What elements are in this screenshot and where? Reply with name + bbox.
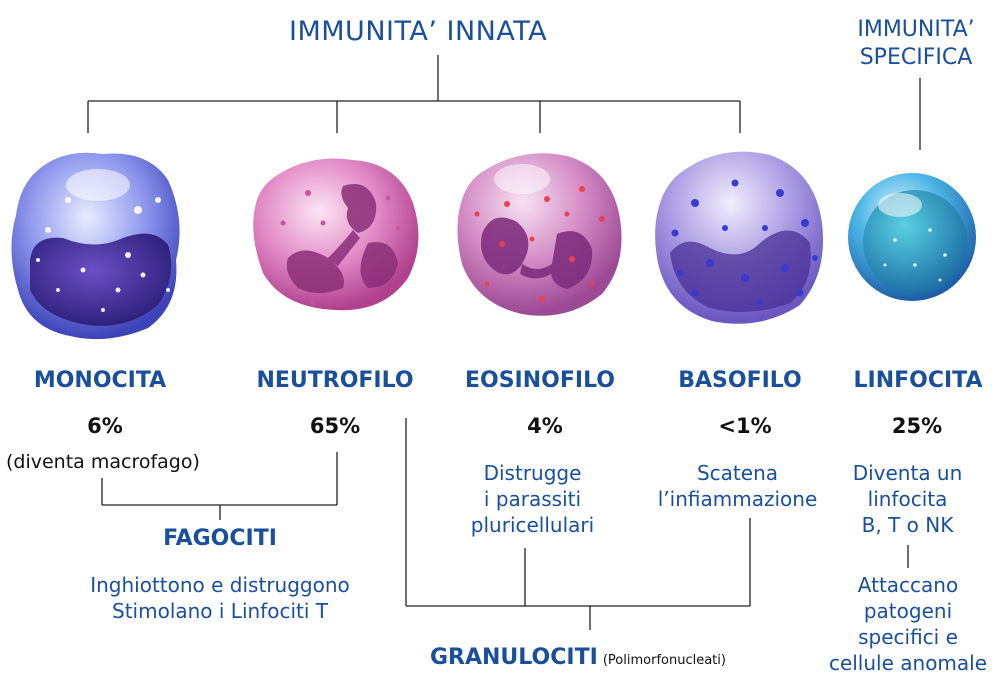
fagociti-description: Inghiottono e distruggono Stimolano i Li… bbox=[55, 572, 385, 624]
eosinophil-description: Distrugge i parassiti pluricellulari bbox=[445, 460, 620, 538]
eosinophil-desc-line3: pluricellulari bbox=[470, 513, 595, 537]
lymphocyte-desc-line3: B, T o NK bbox=[861, 513, 954, 537]
eosinophil-desc-line2: i parassiti bbox=[483, 487, 582, 511]
monocyte-note: (diventa macrofago) bbox=[6, 451, 200, 473]
lymphocyte-desc-line1: Diventa un bbox=[852, 461, 963, 485]
granulociti-subtitle: (Polimorfonucleati) bbox=[602, 653, 726, 668]
monocyte-label: MONOCITA bbox=[33, 368, 167, 393]
eosinophil-illustration bbox=[457, 153, 622, 316]
neutrophil-percent: 65% bbox=[309, 414, 361, 438]
monocyte-percent: 6% bbox=[87, 414, 123, 438]
attack-line1: Attaccano bbox=[857, 573, 959, 597]
attack-line2: patogeni bbox=[863, 599, 953, 623]
lymphocyte-description: Diventa un linfocita B, T o NK bbox=[835, 460, 980, 538]
lymphocyte-desc-line2: linfocita bbox=[867, 487, 948, 511]
monocyte-illustration bbox=[11, 152, 180, 340]
lymphocyte-illustration bbox=[848, 173, 976, 301]
attack-line4: cellule anomale bbox=[828, 651, 988, 675]
lymphocyte-label: LINFOCITA bbox=[853, 368, 983, 393]
basophil-percent: <1% bbox=[718, 414, 772, 438]
basophil-description: Scatena l’infiammazione bbox=[645, 460, 830, 512]
eosinophil-label: EOSINOFILO bbox=[464, 368, 616, 393]
specific-immunity-title: IMMUNITA’ SPECIFICA bbox=[846, 16, 986, 72]
granulociti-label: GRANULOCITI (Polimorfonucleati) bbox=[430, 645, 726, 670]
lymphocyte-percent: 25% bbox=[891, 414, 943, 438]
granulociti-title: GRANULOCITI bbox=[430, 645, 598, 670]
fagociti-line2: Stimolano i Linfociti T bbox=[112, 599, 328, 623]
innate-immunity-title: IMMUNITA’ INNATA bbox=[289, 16, 548, 47]
fagociti-title: FAGOCITI bbox=[163, 526, 277, 551]
specific-title-line1: IMMUNITA’ bbox=[857, 17, 975, 42]
eosinophil-percent: 4% bbox=[527, 414, 563, 438]
basophil-desc-line1: Scatena bbox=[696, 461, 779, 485]
basophil-desc-line2: l’infiammazione bbox=[657, 487, 818, 511]
lymphocyte-attack-description: Attaccano patogeni specifici e cellule a… bbox=[818, 572, 998, 676]
fagociti-line1: Inghiottono e distruggono bbox=[90, 573, 350, 597]
basophil-illustration bbox=[655, 151, 824, 324]
neutrophil-illustration bbox=[253, 158, 419, 311]
neutrophil-label: NEUTROFILO bbox=[256, 368, 414, 393]
attack-line3: specifici e bbox=[858, 625, 958, 649]
specific-title-line2: SPECIFICA bbox=[859, 45, 973, 70]
basophil-label: BASOFILO bbox=[678, 368, 802, 393]
eosinophil-desc-line1: Distrugge bbox=[483, 461, 582, 485]
